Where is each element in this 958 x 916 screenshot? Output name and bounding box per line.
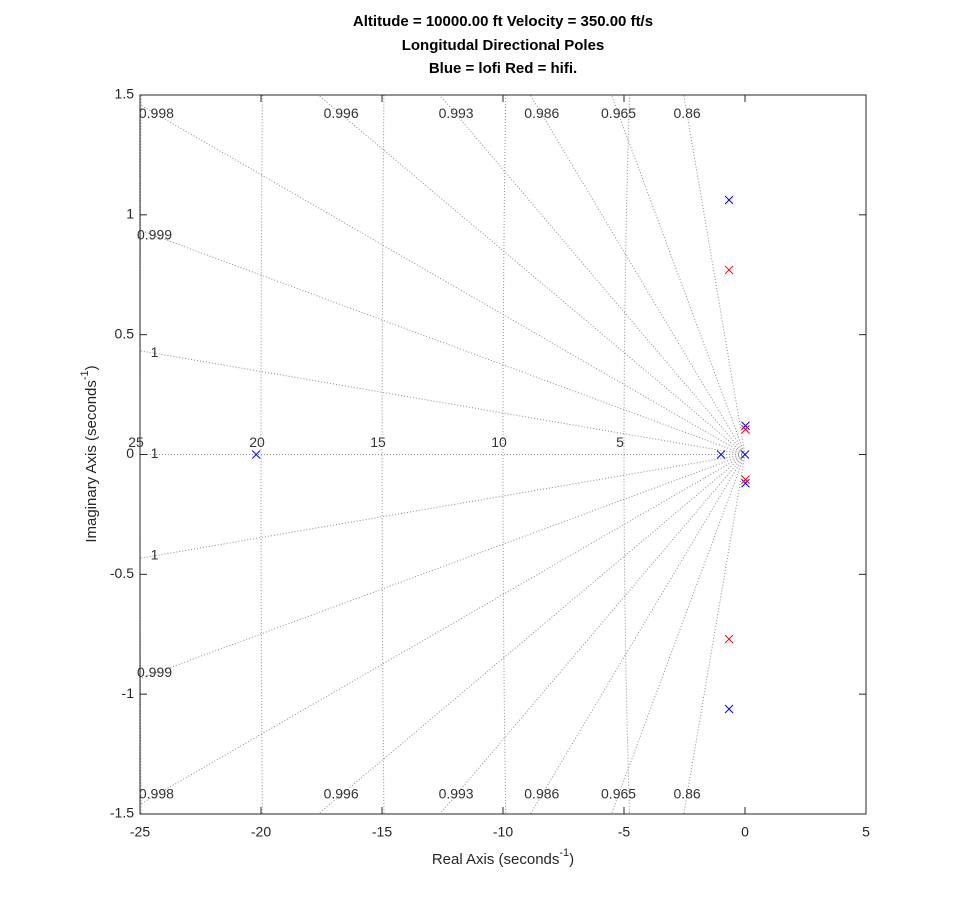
y-axis-label-sup: -1 (79, 370, 91, 380)
damping-label: 1 (151, 547, 159, 563)
damping-label: 0.993 (439, 786, 474, 802)
frequency-label: 10 (491, 434, 507, 450)
x-tick-label: 5 (862, 824, 870, 840)
damping-label: 0.996 (324, 786, 359, 802)
damping-label: 1 (151, 344, 159, 360)
x-tick-label: -5 (618, 824, 631, 840)
y-tick-label: 0 (126, 445, 134, 461)
damping-label: 0.993 (439, 105, 474, 121)
pole-marker (724, 195, 734, 205)
x-tick-label: -20 (251, 824, 271, 840)
pole-stroke (251, 450, 261, 459)
y-tick-label: -0.5 (110, 565, 134, 581)
chart-title: Altitude = 10000.00 ft Velocity = 350.00… (353, 13, 653, 30)
damping-label: 0.986 (524, 786, 559, 802)
pole-stroke (741, 478, 750, 488)
damping-label: 0.999 (137, 226, 172, 242)
frequency-label: 15 (370, 434, 386, 450)
pole-marker (741, 475, 750, 485)
pole-marker (724, 265, 734, 275)
pole-stroke (741, 424, 750, 434)
damping-label: 0.996 (324, 105, 359, 121)
x-axis-label-end: ) (569, 851, 574, 868)
y-axis-label: Imaginary Axis (seconds-1) (79, 365, 100, 542)
pole-marker (716, 450, 726, 459)
damping-label: 0.965 (601, 786, 636, 802)
y-tick-label: 1.5 (115, 86, 135, 102)
damping-label: 0.998 (139, 786, 174, 802)
frequency-label: 25 (128, 434, 144, 450)
y-axis-label-end: ) (83, 365, 100, 370)
marks-layer (251, 195, 750, 714)
pole-stroke (724, 704, 734, 714)
x-axis-label: Real Axis (seconds-1) (432, 847, 574, 868)
x-tick-label: 0 (741, 824, 749, 840)
frequency-label: 20 (249, 434, 265, 450)
y-tick-label: 1 (126, 206, 134, 222)
pole-stroke (724, 634, 734, 644)
damping-label: 0.965 (601, 105, 636, 121)
pole-stroke (740, 450, 750, 459)
pole-marker (741, 421, 750, 431)
y-tick-label: -1 (122, 685, 135, 701)
pole-marker (724, 634, 734, 644)
damping-label: 0.986 (524, 105, 559, 121)
pole-stroke (724, 195, 734, 205)
pole-marker (251, 450, 261, 459)
pole-stroke (741, 475, 750, 485)
damping-label: 0.86 (673, 105, 700, 121)
y-axis-label-text: Imaginary Axis (seconds (83, 380, 100, 543)
damping-label: 0.86 (673, 786, 700, 802)
damping-label: 0.998 (139, 105, 174, 121)
pole-marker (740, 450, 750, 459)
y-tick-label: 0.5 (115, 325, 135, 341)
frequency-label: 5 (616, 434, 624, 450)
chart-subtitle: Blue = lofi Red = hifi. (429, 60, 577, 77)
pole-marker (741, 424, 750, 434)
x-axis-label-sup: -1 (559, 847, 569, 859)
x-tick-label: -15 (372, 824, 392, 840)
damping-label: 1 (151, 445, 159, 461)
chart-subtitle: Longitudal Directional Poles (402, 37, 605, 54)
pole-stroke (741, 421, 750, 431)
pole-marker (741, 478, 750, 488)
pole-stroke (724, 265, 734, 275)
y-tick-label: -1.5 (110, 805, 134, 821)
pole-stroke (716, 450, 726, 459)
x-tick-label: -10 (493, 824, 513, 840)
x-axis-label-text: Real Axis (seconds (432, 851, 560, 868)
damping-label: 0.999 (137, 664, 172, 680)
pole-marker (724, 704, 734, 714)
x-tick-label: -25 (130, 824, 150, 840)
